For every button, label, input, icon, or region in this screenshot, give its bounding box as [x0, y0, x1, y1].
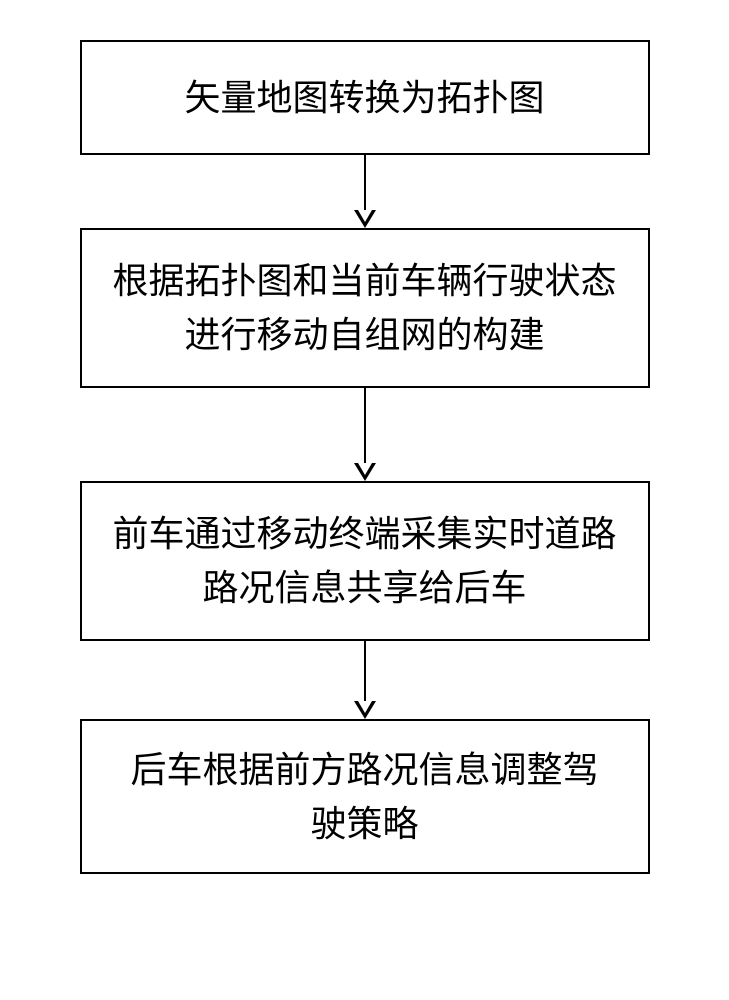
- step-2-text: 根据拓扑图和当前车辆行驶状态进行移动自组网的构建: [107, 254, 623, 362]
- arrow-1-line: [364, 155, 366, 210]
- arrow-3-head: [354, 701, 376, 719]
- step-4-text: 后车根据前方路况信息调整驾驶策略: [125, 743, 605, 851]
- flowchart-step-2: 根据拓扑图和当前车辆行驶状态进行移动自组网的构建: [80, 228, 650, 388]
- arrow-3-line: [364, 641, 366, 701]
- arrow-2-head: [354, 463, 376, 481]
- flowchart-step-3: 前车通过移动终端采集实时道路路况信息共享给后车: [80, 481, 650, 641]
- flowchart-step-1: 矢量地图转换为拓扑图: [80, 40, 650, 155]
- flowchart-container: 矢量地图转换为拓扑图 根据拓扑图和当前车辆行驶状态进行移动自组网的构建 前车通过…: [80, 40, 650, 874]
- arrow-2: [354, 388, 376, 481]
- arrow-1-head: [354, 210, 376, 228]
- flowchart-step-4: 后车根据前方路况信息调整驾驶策略: [80, 719, 650, 874]
- arrow-3: [354, 641, 376, 719]
- step-3-text: 前车通过移动终端采集实时道路路况信息共享给后车: [107, 507, 623, 615]
- arrow-2-line: [364, 388, 366, 463]
- arrow-1: [354, 155, 376, 228]
- step-1-text: 矢量地图转换为拓扑图: [184, 71, 544, 125]
